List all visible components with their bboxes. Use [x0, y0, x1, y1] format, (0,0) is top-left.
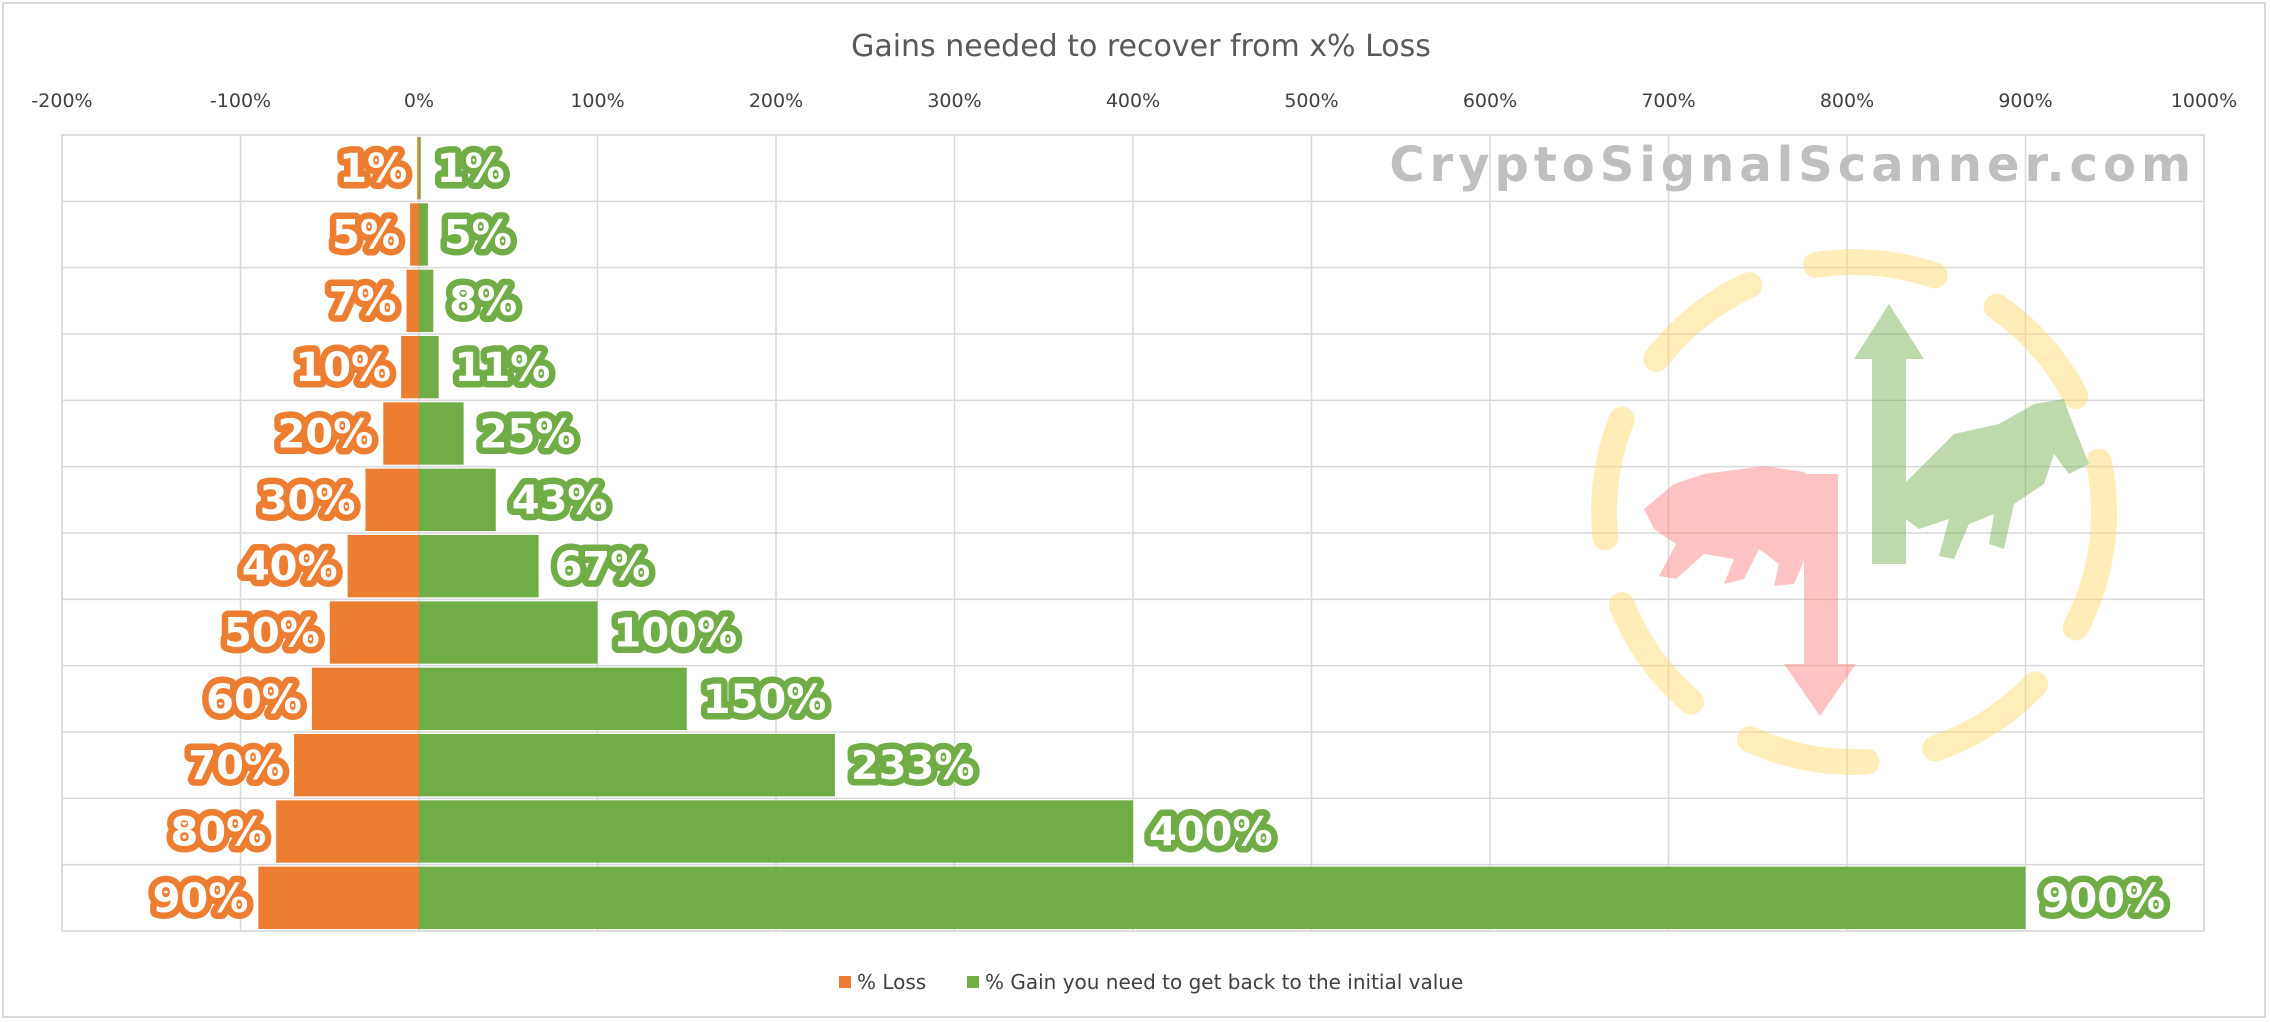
x-tick-label: 600%: [1463, 90, 1517, 112]
loss-data-label: 20%: [278, 412, 374, 458]
x-tick-label: 400%: [1106, 90, 1160, 112]
x-tick-label: -100%: [210, 90, 271, 112]
loss-bar: [401, 335, 419, 399]
x-tick-label: 500%: [1284, 90, 1338, 112]
data-labels: 1% 1% 5% 5% 7% 8% 10% 11% 20% 25% 30% 43% 40% 67% 50% 1…: [146, 140, 2171, 929]
gain-bar: [419, 136, 421, 200]
gain-bar: [419, 866, 2026, 930]
loss-data-label: 70%: [188, 743, 284, 789]
gain-data-label: 900%: [2042, 876, 2166, 922]
gain-data-label: 11%: [455, 345, 551, 391]
up-arrow-icon: [1854, 304, 1924, 564]
plot-border: [61, 134, 2205, 932]
watermark-text: CryptoSignalScanner.com: [1389, 137, 2196, 193]
loss-data-label: 30%: [260, 478, 356, 524]
gain-bar: [419, 335, 439, 399]
gain-bar: [419, 402, 464, 465]
gain-data-label: 25%: [480, 412, 576, 458]
loss-data-label: 1%: [339, 146, 407, 192]
bear-icon: [1644, 466, 1834, 586]
gridlines: [61, 134, 2205, 932]
bull-bear-arrows-logo: [1591, 249, 2117, 775]
loss-bar: [276, 800, 419, 863]
legend: % Loss % Gain you need to get back to th…: [839, 970, 1463, 994]
gain-data-label: 233%: [851, 743, 975, 789]
x-tick-label: 300%: [927, 90, 981, 112]
loss-bar: [329, 601, 419, 664]
loss-data-label: 80%: [170, 810, 266, 856]
gain-bar: [419, 534, 539, 598]
chart-title: Gains needed to recover from x% Loss: [851, 29, 1431, 64]
x-tick-label: 700%: [1641, 90, 1695, 112]
down-arrow-icon: [1784, 474, 1856, 716]
x-tick-label: 800%: [1820, 90, 1874, 112]
x-tick-label: 900%: [1998, 90, 2052, 112]
loss-bar: [294, 733, 419, 797]
legend-label-loss: % Loss: [857, 970, 926, 994]
loss-data-label: 10%: [295, 345, 391, 391]
legend-swatch-gain: [967, 976, 979, 988]
loss-data-label: 40%: [242, 544, 338, 590]
x-axis-ticks: -200% -100% 0% 100% 200% 300% 400% 500% 600% 700%…: [31, 90, 2237, 112]
loss-data-label: 60%: [206, 677, 302, 723]
gain-bar: [419, 269, 434, 333]
loss-bar: [258, 866, 419, 930]
x-tick-label: 1000%: [2171, 90, 2237, 112]
loss-bar: [417, 136, 419, 200]
loss-data-label: 90%: [153, 876, 249, 922]
bull-icon: [1899, 399, 2089, 559]
gain-bar: [419, 800, 1133, 863]
x-tick-label: -200%: [31, 90, 92, 112]
gain-data-label: 1%: [437, 146, 505, 192]
gain-data-label: 100%: [614, 611, 738, 657]
x-tick-label: 0%: [404, 90, 434, 112]
bars: [258, 136, 2026, 930]
gain-bar: [419, 733, 835, 797]
loss-bar: [311, 667, 419, 731]
gain-data-label: 5%: [444, 213, 512, 259]
gain-data-label: 67%: [555, 544, 651, 590]
x-tick-label: 200%: [749, 90, 803, 112]
loss-data-label: 5%: [332, 213, 400, 259]
gain-data-label: 150%: [703, 677, 827, 723]
gain-data-label: 43%: [512, 478, 608, 524]
legend-swatch-loss: [839, 976, 851, 988]
gain-data-label: 400%: [1149, 810, 1273, 856]
loss-bar: [383, 402, 419, 465]
loss-data-label: 7%: [329, 279, 397, 325]
loss-bar: [365, 468, 419, 532]
loss-bar: [406, 269, 419, 333]
chart-svg: Gains needed to recover from x% Loss -20…: [31, 29, 2237, 994]
gain-bar: [419, 667, 687, 731]
gain-bar: [419, 468, 496, 532]
gain-data-label: 8%: [449, 279, 517, 325]
loss-bar: [410, 203, 419, 266]
x-tick-label: 100%: [570, 90, 624, 112]
legend-label-gain: % Gain you need to get back to the initi…: [985, 970, 1463, 994]
loss-data-label: 50%: [224, 611, 320, 657]
gain-bar: [419, 601, 598, 664]
gain-bar: [419, 203, 428, 266]
loss-bar: [347, 534, 419, 598]
